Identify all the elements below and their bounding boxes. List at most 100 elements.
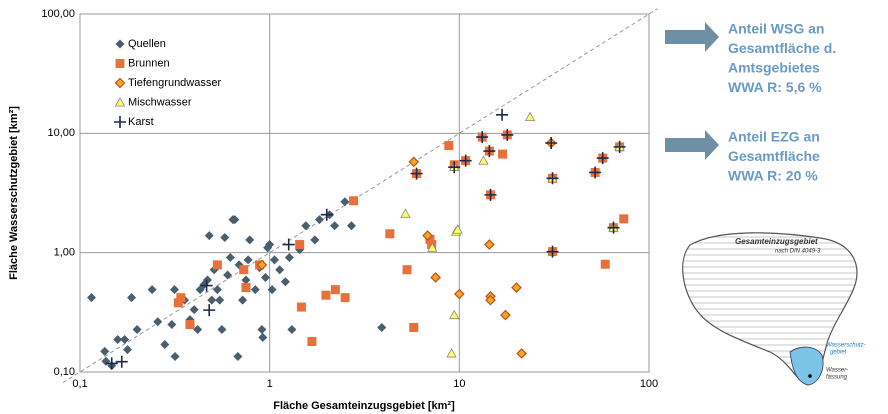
plus-marker	[282, 238, 295, 251]
square-marker	[239, 265, 249, 275]
square-marker	[295, 240, 305, 250]
legend: Quellen Brunnen Tiefengrundwasser Mischwass…	[114, 38, 221, 128]
plus-marker	[596, 152, 609, 165]
diagram-title: Gesamteinzugsgebiet	[735, 237, 818, 246]
square-marker	[185, 320, 195, 330]
y-axis-title: Fläche Wasserschutzgebiet [km²]	[8, 106, 20, 280]
triangle-marker	[400, 208, 411, 218]
diamond-marker	[202, 275, 212, 285]
plus-marker	[448, 161, 461, 174]
diamond-marker	[193, 325, 203, 335]
legend-label: Quellen	[128, 38, 166, 50]
diamond-marker	[87, 293, 97, 303]
plot-area	[79, 13, 650, 373]
diamond-marker	[256, 259, 268, 271]
diamond-marker	[170, 285, 180, 295]
square-marker	[349, 196, 359, 206]
square-marker	[241, 283, 251, 293]
note-text: Gesamtfläche d.	[728, 40, 836, 56]
diamond-marker	[238, 295, 248, 305]
diamond-marker	[500, 309, 511, 321]
square-marker	[444, 141, 454, 151]
arrow	[665, 22, 719, 52]
catchment-diagram: Gesamteinzugsgebiet nach DIN 4049-3 Wass…	[672, 222, 872, 404]
diamond-marker	[204, 231, 214, 241]
plus-marker	[320, 208, 333, 221]
square-marker	[409, 322, 419, 332]
diamond-marker	[122, 345, 132, 355]
diamond-marker	[377, 322, 387, 332]
diamond-marker	[132, 325, 142, 335]
diamond-marker	[484, 239, 495, 250]
plus-marker	[114, 116, 126, 128]
note-text: WWA R: 5,6 %	[728, 79, 822, 95]
diamond-marker	[114, 77, 126, 89]
diamond-marker	[207, 295, 217, 305]
square-marker	[425, 234, 435, 244]
triangle-marker	[446, 348, 457, 358]
plus-marker	[545, 136, 558, 149]
y-tick-label: 0,10	[54, 366, 75, 378]
diamond-marker	[280, 277, 290, 287]
plus-marker	[483, 145, 496, 158]
square-marker	[115, 59, 125, 68]
diagram-subtitle: nach DIN 4049-3	[775, 249, 821, 255]
x-tick-label: 1	[267, 378, 273, 390]
plus-marker	[607, 221, 620, 234]
note-text: Gesamtfläche	[728, 148, 820, 164]
well-label: fassung	[826, 375, 848, 381]
note-text: Amtsgebietes	[728, 60, 820, 76]
diamond-marker	[287, 325, 297, 335]
diamond-marker	[215, 295, 225, 305]
square-marker	[330, 285, 340, 295]
plus-marker	[546, 245, 559, 258]
triangle-marker	[524, 111, 536, 122]
diamond-marker	[408, 156, 420, 168]
plus-marker	[613, 140, 626, 153]
square-marker	[385, 229, 395, 239]
square-marker	[498, 149, 508, 159]
identity-line	[62, 8, 658, 384]
x-tick-label: 10	[453, 378, 465, 390]
plus-marker	[200, 279, 213, 292]
triangle-marker	[452, 224, 463, 234]
plus-marker	[410, 167, 423, 180]
square-marker	[176, 293, 186, 303]
diamond-marker	[258, 332, 268, 342]
plus-marker	[501, 128, 514, 141]
diamond-marker	[233, 351, 243, 361]
diamond-marker	[223, 270, 233, 280]
y-tick-label: 100,00	[41, 8, 75, 20]
diamond-marker	[269, 255, 279, 265]
arrow	[665, 130, 719, 160]
zone-label: Wasserschutz-	[826, 343, 866, 349]
diamond-marker	[301, 221, 311, 231]
square-marker	[402, 265, 412, 275]
diamond-marker	[113, 335, 123, 345]
plus-marker	[459, 154, 472, 167]
diamond-marker	[225, 253, 235, 263]
diamond-marker	[260, 272, 270, 282]
diamond-marker	[100, 346, 110, 356]
zone-label: gebiet	[830, 350, 847, 356]
square-marker	[307, 337, 317, 347]
square-marker	[321, 290, 331, 300]
diamond-marker	[275, 265, 285, 275]
square-marker	[619, 214, 629, 224]
plus-marker	[476, 131, 489, 144]
notes: Anteil WSG an Gesamtfläche d. Amtsgebietes…	[728, 21, 836, 184]
diamond-marker	[511, 282, 522, 293]
diamond-marker	[167, 320, 177, 330]
diamond-marker	[153, 317, 163, 327]
diamond-marker	[284, 253, 294, 263]
diamond-marker	[257, 325, 267, 335]
diamond-marker	[241, 275, 251, 285]
diamond-marker	[230, 215, 240, 225]
diamond-marker	[170, 351, 180, 361]
diamond-marker	[453, 288, 465, 300]
diamond-marker	[220, 232, 230, 242]
triangle-marker	[114, 97, 126, 107]
well-label: Wasser-	[826, 368, 848, 374]
diamond-marker	[346, 221, 356, 231]
